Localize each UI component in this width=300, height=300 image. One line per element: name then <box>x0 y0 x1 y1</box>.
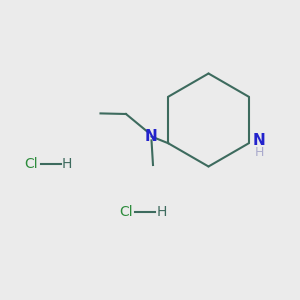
Text: Cl: Cl <box>25 157 38 170</box>
Text: N: N <box>253 133 266 148</box>
Text: H: H <box>62 157 72 170</box>
Text: H: H <box>156 205 167 218</box>
Text: H: H <box>255 146 265 159</box>
Text: N: N <box>145 129 158 144</box>
Text: Cl: Cl <box>119 205 133 218</box>
